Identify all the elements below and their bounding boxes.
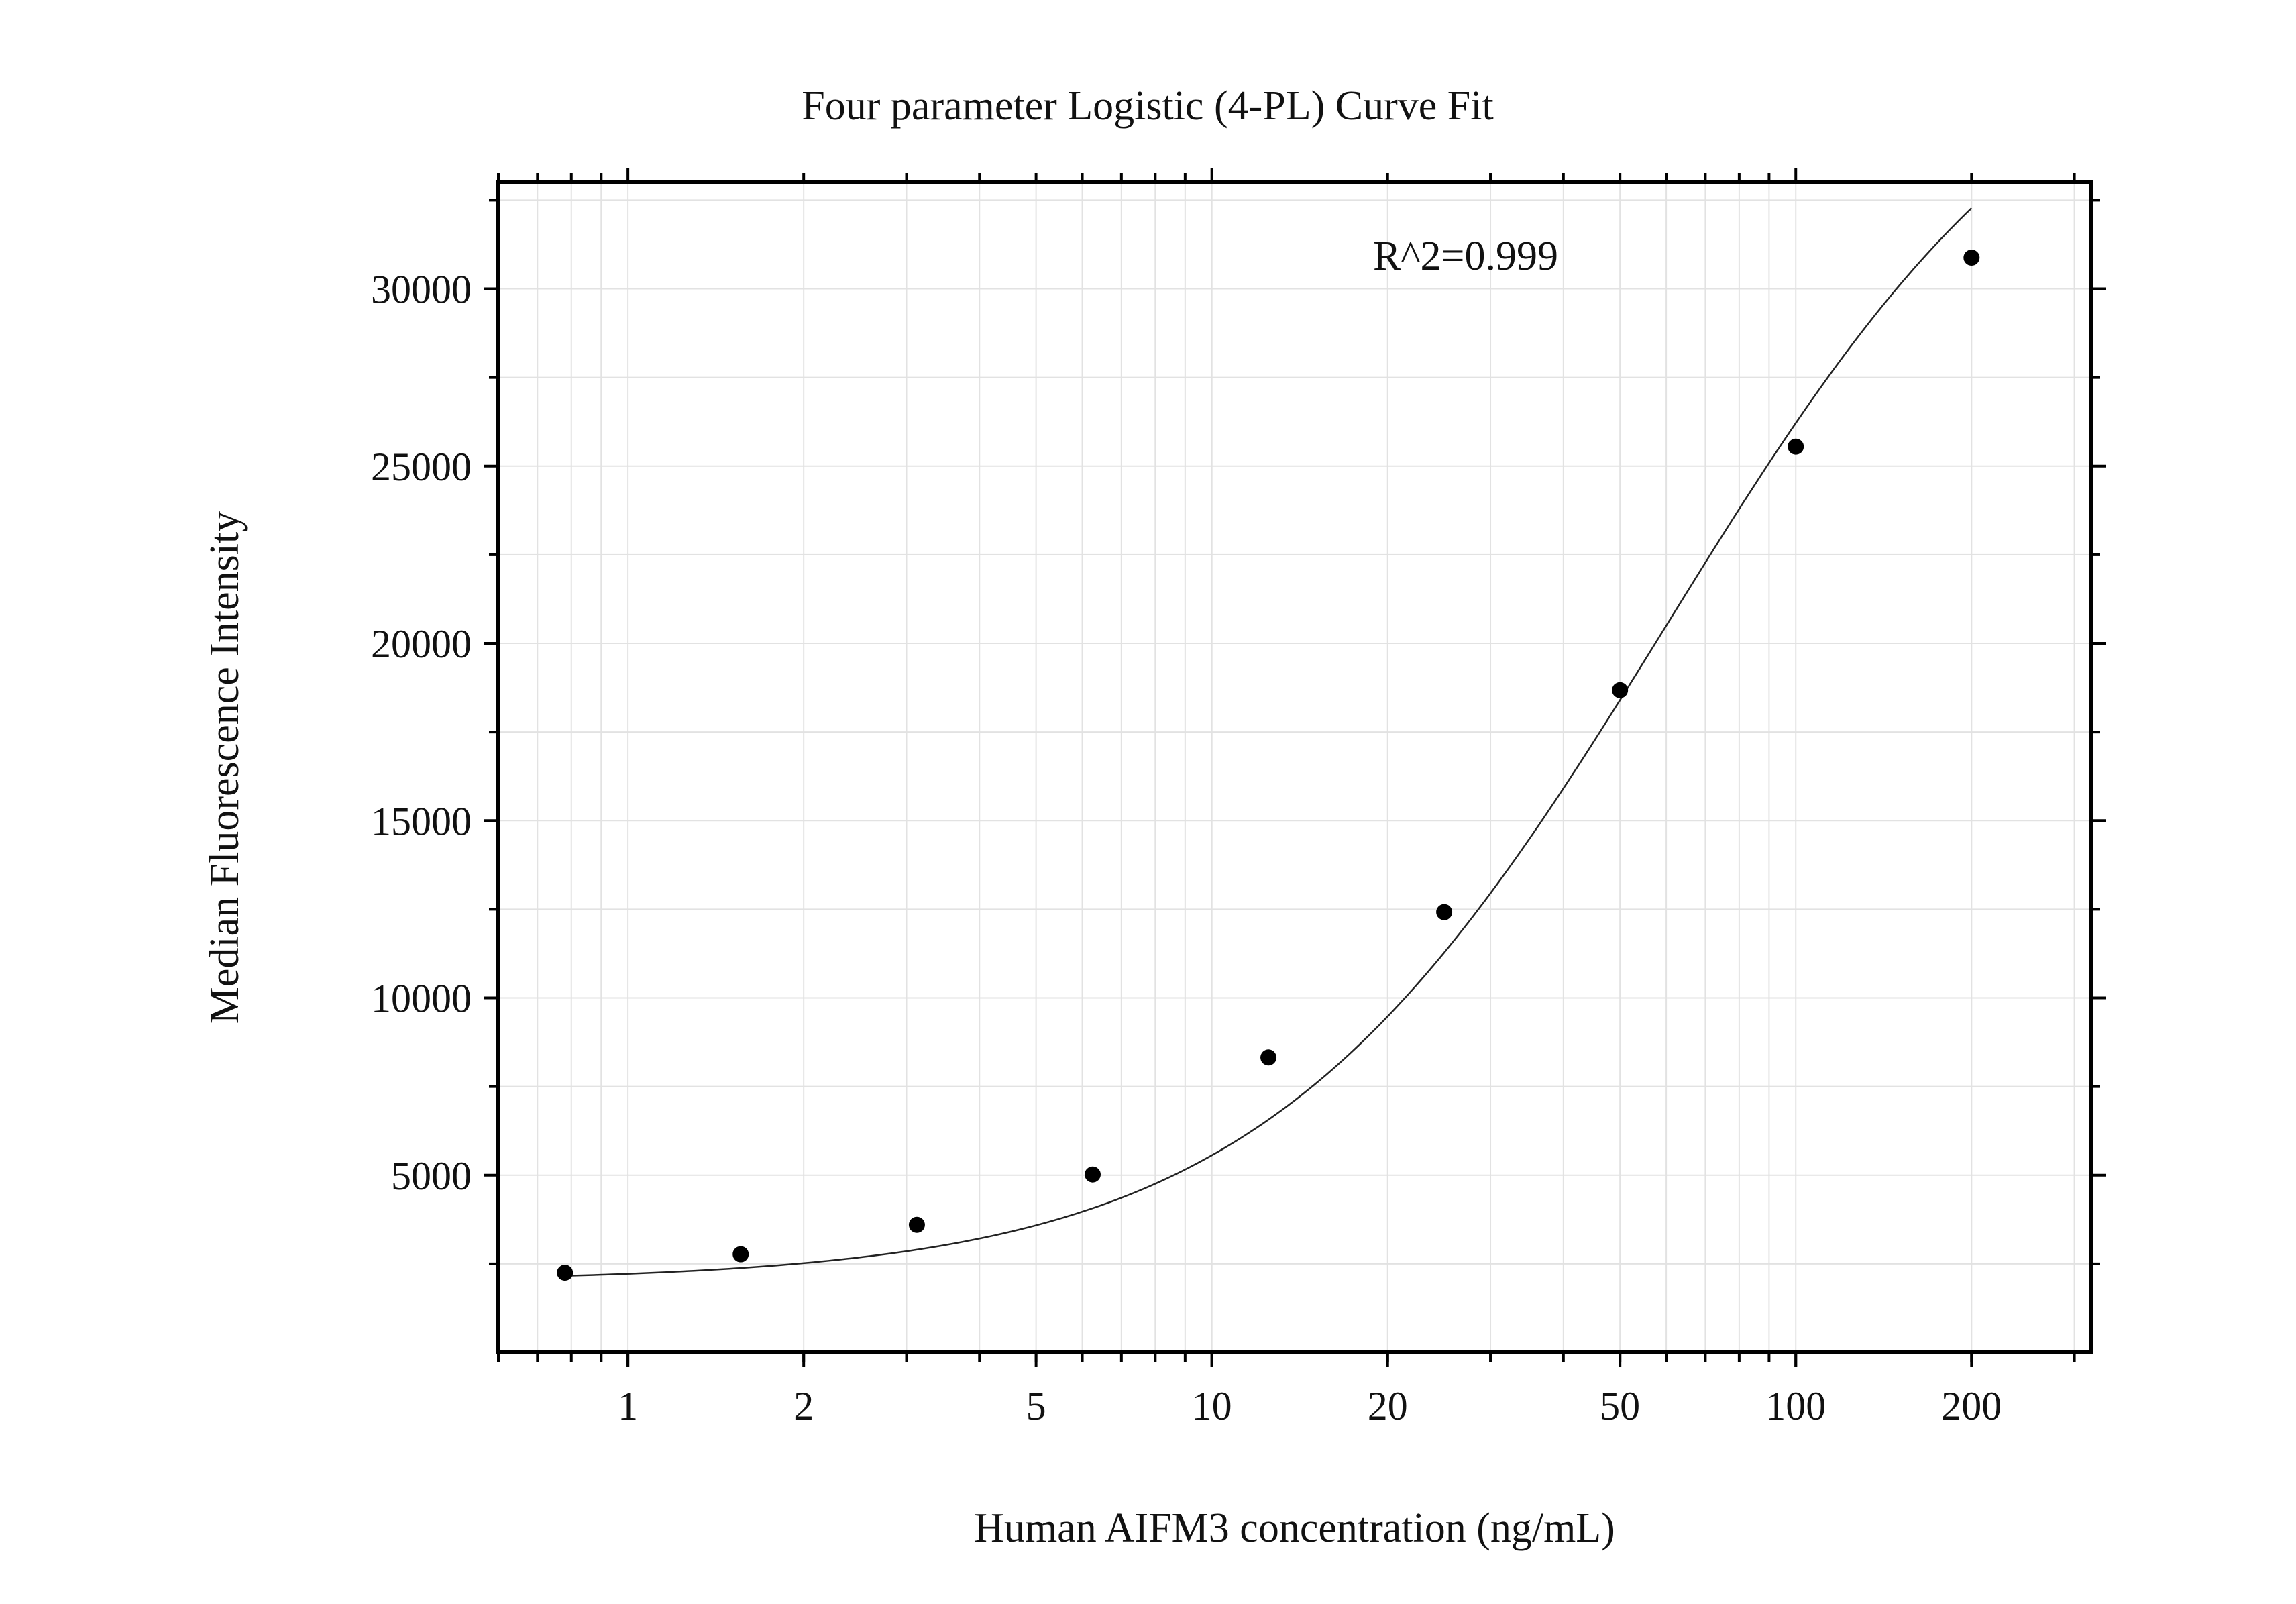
x-tick-label: 200 [1941, 1384, 2002, 1428]
plot-frame [496, 180, 2093, 1354]
chart-title: Four parameter Logistic (4-PL) Curve Fit [802, 83, 1493, 129]
x-tick-label: 10 [1192, 1384, 1232, 1428]
x-tick-label: 1 [618, 1384, 638, 1428]
y-tick-label: 15000 [371, 799, 472, 843]
y-tick-label: 30000 [371, 268, 472, 312]
data-point [1436, 904, 1453, 920]
y-tick-label: 25000 [371, 445, 472, 489]
x-tick-label: 20 [1368, 1384, 1408, 1428]
data-point [1963, 250, 1980, 266]
x-tick-label: 50 [1600, 1384, 1640, 1428]
data-point [1612, 682, 1629, 698]
axis-ticks [484, 168, 2106, 1367]
y-tick-label: 5000 [391, 1154, 472, 1198]
x-tick-label: 100 [1765, 1384, 1826, 1428]
data-point [732, 1246, 749, 1263]
x-tick-labels: 1 2 5 10 20 50 100 200 [618, 1384, 2002, 1428]
fit-curve [565, 207, 1973, 1277]
data-point [557, 1265, 573, 1281]
data-points [557, 250, 1980, 1281]
data-point [1084, 1166, 1101, 1183]
data-point [908, 1216, 925, 1233]
x-axis-title: Human AIFM3 concentration (ng/mL) [974, 1505, 1615, 1551]
r-squared-annotation: R^2=0.999 [1373, 233, 1558, 279]
data-point [1788, 438, 1804, 455]
data-point [1260, 1049, 1277, 1066]
y-axis-title: Median Fluorescence Intensity [202, 511, 248, 1024]
x-tick-label: 5 [1026, 1384, 1046, 1428]
grid [498, 182, 2091, 1352]
y-tick-label: 20000 [371, 622, 472, 666]
y-tick-label: 10000 [371, 977, 472, 1021]
y-tick-labels: 5000 10000 15000 20000 25000 30000 [371, 268, 472, 1198]
x-tick-label: 2 [794, 1384, 814, 1428]
